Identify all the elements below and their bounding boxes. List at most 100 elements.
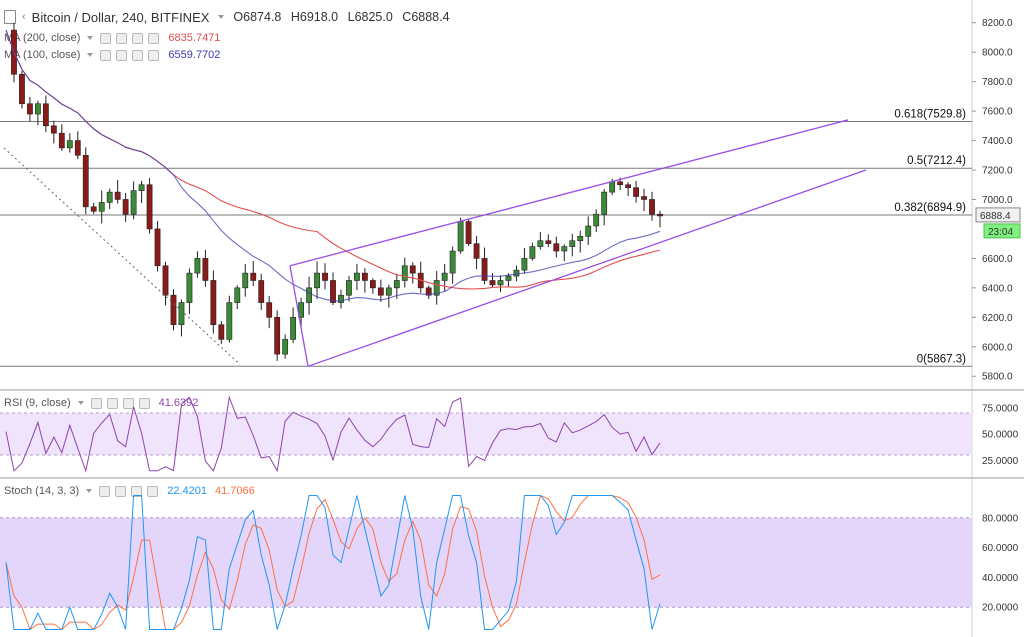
candle-body xyxy=(362,272,368,281)
ma100-visibility-icon[interactable] xyxy=(100,49,112,61)
candle-body xyxy=(306,287,312,303)
candle-body xyxy=(106,191,113,203)
price-tick-label: 7800.0 xyxy=(982,77,1013,88)
channel-left-edge xyxy=(289,265,309,367)
rsi-tick-label: 25.0000 xyxy=(982,456,1019,467)
ma200-settings-icon[interactable] xyxy=(116,32,128,44)
candle-body xyxy=(58,132,65,149)
candle-body xyxy=(601,191,608,215)
chart-grid-icon[interactable] xyxy=(4,10,16,24)
stoch-band xyxy=(0,517,972,608)
stoch-d-line xyxy=(5,494,661,631)
candle-body xyxy=(521,258,528,271)
fib-level-label: 0.618(7529.8) xyxy=(894,108,966,120)
stoch-remove-icon[interactable] xyxy=(147,485,159,497)
candle-body xyxy=(385,287,392,296)
ma100-line xyxy=(5,29,661,302)
candle-body xyxy=(481,258,488,281)
candle-body xyxy=(433,280,440,296)
rsi-line xyxy=(5,395,661,473)
candle-body xyxy=(577,235,584,242)
ohlc-values: O6874.8 H6918.0 L6825.0 C6888.4 xyxy=(233,10,450,24)
candle-body xyxy=(218,324,225,340)
candle-body xyxy=(290,317,297,340)
stoch-settings-icon[interactable] xyxy=(115,485,127,497)
candle-body xyxy=(409,265,416,274)
candle-body xyxy=(489,280,496,286)
ma200-remove-icon[interactable] xyxy=(148,32,160,44)
candle-body xyxy=(593,213,600,227)
stoch-legend: Stoch (14, 3, 3) 22.4201 41.7066 xyxy=(4,485,255,497)
price-tick-label: 8000.0 xyxy=(982,48,1013,59)
candle-body xyxy=(178,302,185,325)
stoch-tick-label: 60.0000 xyxy=(982,543,1019,554)
candle-body xyxy=(114,191,121,200)
candle-body xyxy=(441,272,448,281)
candle-body xyxy=(322,272,328,281)
candle-body xyxy=(641,196,647,200)
candle-body xyxy=(609,181,616,193)
rsi-legend: RSI (9, close) 41.6392 xyxy=(4,397,199,409)
candle-body xyxy=(657,213,663,217)
candle-body xyxy=(545,240,552,244)
candle-body xyxy=(393,280,400,289)
ma100-settings-icon[interactable] xyxy=(116,49,128,61)
rsi-menu-caret-icon[interactable] xyxy=(77,401,84,405)
candle-body xyxy=(98,202,105,212)
candle-body xyxy=(529,246,536,259)
candle-body xyxy=(282,339,289,355)
price-tick-label: 8200.0 xyxy=(982,18,1013,29)
ma200-visibility-icon[interactable] xyxy=(100,32,112,44)
rsi-format-icon[interactable] xyxy=(122,397,134,409)
chart-header: ‹ Bitcoin / Dollar, 240, BITFINEX O6874.… xyxy=(0,0,976,34)
ma200-legend: MA (200, close) 6835.7471 xyxy=(4,32,221,44)
candle-body xyxy=(35,103,41,115)
symbol-title: Bitcoin / Dollar, 240, BITFINEX xyxy=(31,9,210,25)
fib-level-label: 0.5(7212.4) xyxy=(907,155,966,167)
candle-body xyxy=(74,140,81,156)
ma200-format-icon[interactable] xyxy=(132,32,144,44)
candle-body xyxy=(473,243,480,259)
rsi-remove-icon[interactable] xyxy=(138,397,150,409)
candle-body xyxy=(513,269,520,277)
candle-body xyxy=(50,125,57,134)
candle-body xyxy=(346,280,352,296)
candle-body xyxy=(625,184,631,188)
ma200-menu-caret-icon[interactable] xyxy=(87,36,94,40)
candle-body xyxy=(90,206,97,212)
candle-body xyxy=(274,317,281,355)
ma100-remove-icon[interactable] xyxy=(148,49,160,61)
candle-body xyxy=(226,302,233,340)
candle-body xyxy=(266,302,273,318)
stoch-menu-caret-icon[interactable] xyxy=(86,489,93,493)
candle-body xyxy=(497,280,504,286)
current-price-label: 6888.4 xyxy=(980,211,1011,222)
ma100-menu-caret-icon[interactable] xyxy=(87,53,94,57)
candle-body xyxy=(210,280,217,325)
price-tick-label: 6200.0 xyxy=(982,313,1013,324)
candle-body xyxy=(465,221,472,244)
candle-body xyxy=(457,221,464,252)
fib-level-label: 0.382(6894.9) xyxy=(894,202,966,214)
candle-body xyxy=(154,228,161,267)
candle-body xyxy=(202,258,209,281)
candle-body xyxy=(130,190,137,215)
collapse-caret-icon[interactable]: ‹ xyxy=(22,11,26,23)
stoch-visibility-icon[interactable] xyxy=(99,485,111,497)
symbol-menu-caret-icon[interactable] xyxy=(218,15,225,19)
candle-body xyxy=(338,294,344,303)
rsi-settings-icon[interactable] xyxy=(106,397,118,409)
ma100-format-icon[interactable] xyxy=(132,49,144,61)
rsi-visibility-icon[interactable] xyxy=(90,397,102,409)
price-tick-label: 6000.0 xyxy=(982,342,1013,353)
downtrend-dashed-line xyxy=(3,147,241,365)
candle-body xyxy=(633,187,639,197)
candle-body xyxy=(617,181,624,186)
price-tick-label: 7600.0 xyxy=(982,107,1013,118)
rsi-band xyxy=(0,413,972,455)
candle-body xyxy=(401,265,408,281)
candle-body xyxy=(234,287,241,303)
candle-body xyxy=(585,225,592,237)
countdown-label: 23:04 xyxy=(988,227,1013,238)
